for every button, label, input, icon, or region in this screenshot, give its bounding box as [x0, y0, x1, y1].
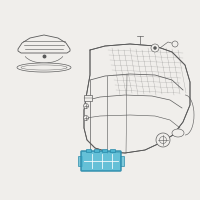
Bar	[110, 149, 114, 152]
Bar	[78, 156, 82, 166]
Bar	[120, 156, 124, 166]
FancyBboxPatch shape	[81, 151, 121, 171]
Bar	[84, 95, 92, 101]
Polygon shape	[84, 44, 190, 153]
Circle shape	[154, 46, 156, 49]
Circle shape	[156, 133, 170, 147]
Bar	[94, 149, 98, 152]
Bar	[86, 149, 90, 152]
Circle shape	[84, 116, 88, 120]
Circle shape	[172, 41, 178, 47]
Polygon shape	[17, 63, 71, 72]
Polygon shape	[18, 35, 70, 53]
Circle shape	[84, 104, 88, 108]
Bar	[102, 149, 106, 152]
Circle shape	[151, 44, 159, 52]
Ellipse shape	[172, 129, 184, 137]
Circle shape	[160, 136, 166, 144]
